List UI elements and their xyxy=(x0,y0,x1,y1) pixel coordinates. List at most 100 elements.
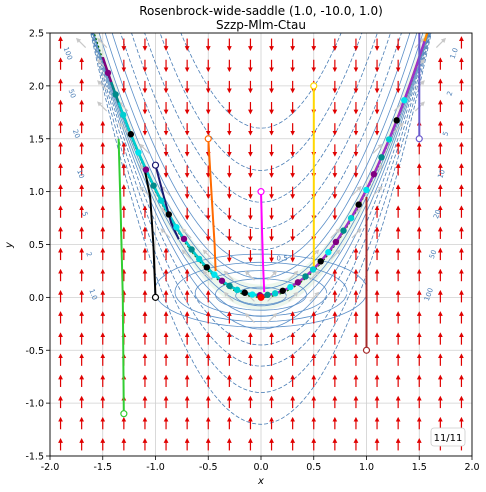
vector-arrow xyxy=(267,312,278,323)
vector-arrow xyxy=(181,249,192,260)
vector-arrow xyxy=(97,80,108,91)
iterate-point xyxy=(112,91,119,98)
contour-line xyxy=(111,33,411,267)
vector-arrow xyxy=(139,143,150,154)
valley-fill xyxy=(92,33,430,311)
vector-arrow xyxy=(160,185,171,197)
contour-label: 0.5 xyxy=(277,254,288,262)
contour-line xyxy=(98,33,424,290)
x-tick-label: 1.5 xyxy=(412,462,427,473)
trajectory-start xyxy=(151,161,160,169)
vector-arrow xyxy=(393,122,404,133)
contour-label: 5 xyxy=(80,211,89,218)
vector-arrow xyxy=(223,291,234,302)
iterate-point xyxy=(401,97,408,104)
iterate-point xyxy=(385,136,393,143)
iterate-point xyxy=(150,182,157,189)
contour-label: 5 xyxy=(441,130,450,137)
vector-arrow xyxy=(97,101,108,112)
iterate-point xyxy=(241,289,248,296)
iterate-point xyxy=(332,238,340,246)
contour-line xyxy=(159,33,363,171)
vector-arrow xyxy=(330,228,341,239)
y-axis-label: y xyxy=(4,241,15,249)
iterate-point xyxy=(271,290,279,297)
vector-arrow xyxy=(97,37,108,48)
vector-arrow xyxy=(393,101,404,112)
iterate-point xyxy=(173,224,180,231)
x-tick-label: -0.5 xyxy=(199,462,218,473)
iterate-point xyxy=(287,283,294,291)
iterate-point xyxy=(309,266,317,273)
y-tick-label: 0.0 xyxy=(29,293,44,304)
contour-label: 10 xyxy=(75,168,86,179)
trajectory-line xyxy=(154,164,180,240)
contour-label: 2 xyxy=(84,251,93,258)
contour-label: 10 xyxy=(436,168,447,179)
contour-line xyxy=(120,33,402,251)
x-tick-label: 0.0 xyxy=(253,462,268,473)
vector-arrow xyxy=(309,270,320,281)
iterate-point xyxy=(135,149,142,156)
iterate-point xyxy=(325,249,332,256)
iterate-point xyxy=(142,166,150,173)
vector-arrow xyxy=(372,185,383,197)
contour-line xyxy=(174,261,348,323)
iterate-point xyxy=(264,291,271,299)
x-tick-label: 1.0 xyxy=(359,462,374,473)
iterate-point xyxy=(370,170,378,178)
trajectory-start xyxy=(257,188,265,196)
vector-arrow xyxy=(351,228,362,239)
contour-label: 50 xyxy=(67,88,78,99)
contour-line xyxy=(104,33,418,279)
chart-subtitle: Szzp-Mlm-Ctau xyxy=(216,18,306,32)
vector-arrow xyxy=(118,101,129,112)
vector-arrow xyxy=(139,185,150,197)
contour-line xyxy=(90,33,432,425)
contour-line xyxy=(215,278,307,311)
iterate-point xyxy=(317,258,324,265)
y-tick-label: -0.5 xyxy=(25,346,44,357)
y-tick-label: -1.0 xyxy=(25,399,44,410)
x-tick-label: -1.5 xyxy=(93,462,112,473)
iterate-point xyxy=(120,111,127,119)
iterate-point xyxy=(279,287,286,294)
frame-badge: 11/11 xyxy=(434,433,463,444)
y-tick-label: 0.5 xyxy=(29,240,44,251)
iterate-point xyxy=(218,277,226,284)
vector-arrow xyxy=(288,270,299,281)
trajectory-start xyxy=(204,135,212,143)
y-tick-label: 1.5 xyxy=(29,134,44,145)
trajectory-line xyxy=(260,191,266,293)
contour-line xyxy=(235,286,287,305)
iterate-point xyxy=(340,227,347,234)
trajectory-start xyxy=(120,410,128,418)
iterate-point xyxy=(355,201,362,208)
x-tick-label: 0.5 xyxy=(306,462,321,473)
vector-arrow xyxy=(435,37,447,48)
iterate-point xyxy=(363,186,370,194)
contour-label: 2 xyxy=(446,90,455,97)
iterate-point xyxy=(226,282,233,290)
vector-arrow xyxy=(351,185,362,197)
y-tick-label: 1.0 xyxy=(29,187,44,198)
trajectory-start xyxy=(415,135,423,143)
contour-label: 20 xyxy=(71,128,82,139)
contour-line xyxy=(91,33,431,367)
vector-arrow xyxy=(244,312,255,323)
x-tick-label: 2.0 xyxy=(464,462,479,473)
trajectory-line xyxy=(143,170,157,298)
iterate-point xyxy=(188,246,195,253)
iterate-point xyxy=(157,197,165,204)
vector-arrow xyxy=(160,228,171,239)
contour-line xyxy=(92,33,430,330)
vector-arrow xyxy=(372,143,383,154)
iterate-point xyxy=(104,69,112,77)
trajectory-line xyxy=(117,138,125,414)
x-tick-label: -1.0 xyxy=(146,462,165,473)
vector-arrow xyxy=(118,122,129,133)
trajectory-start xyxy=(151,293,160,301)
vector-arrow xyxy=(181,228,192,239)
